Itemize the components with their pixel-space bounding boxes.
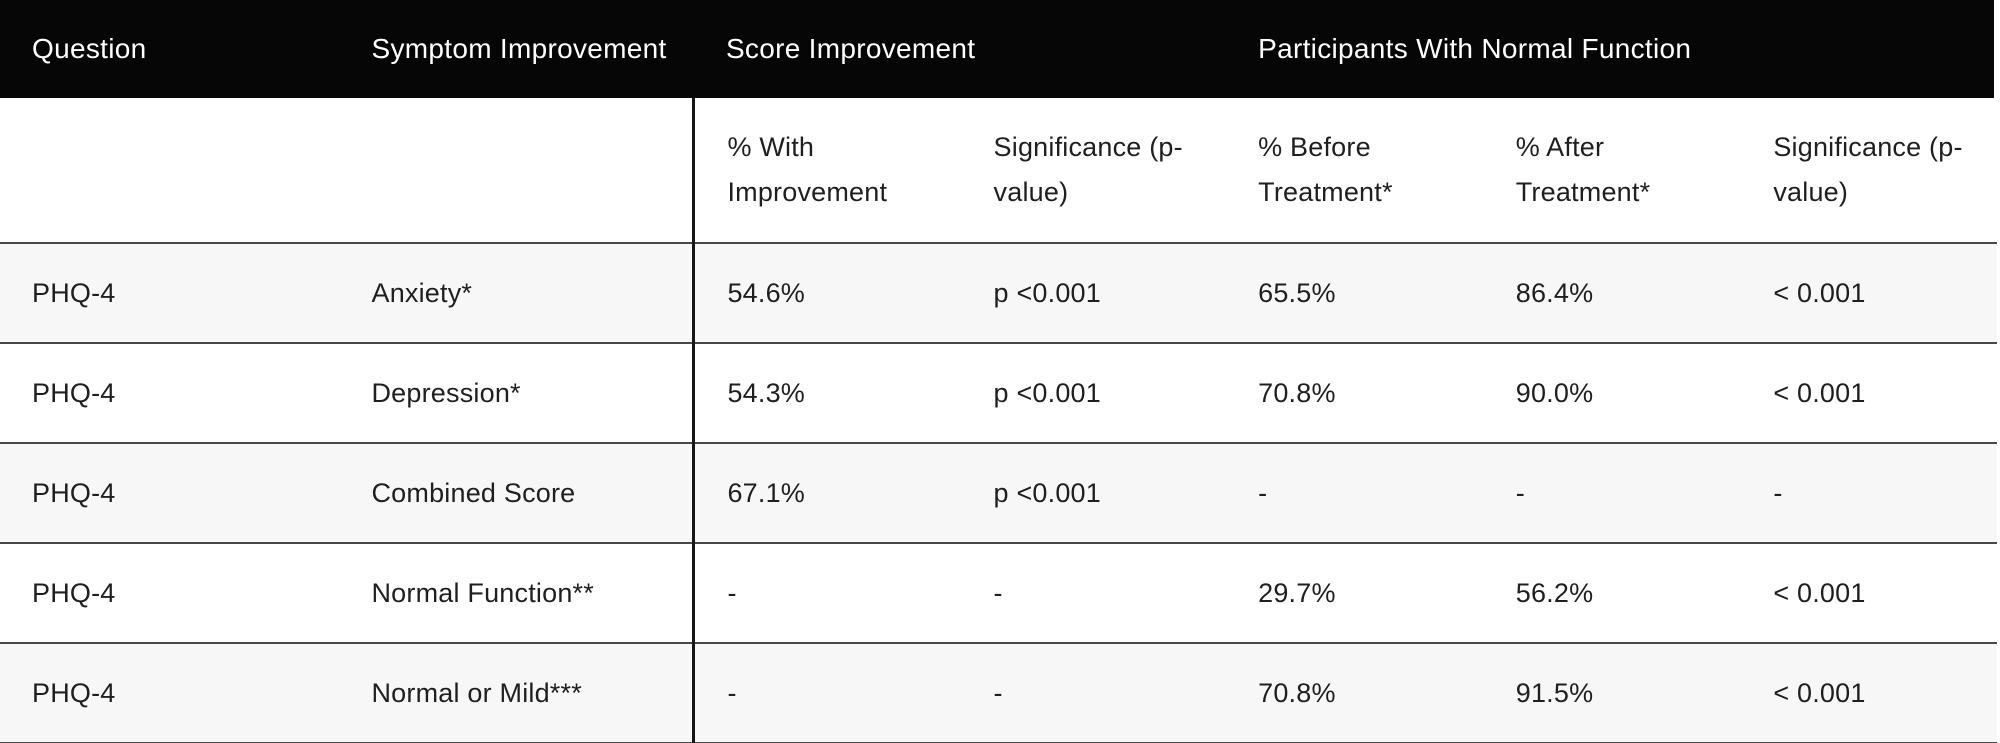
cell-pct-before: 70.8% bbox=[1226, 343, 1484, 444]
cell-pct-before: 29.7% bbox=[1226, 543, 1484, 644]
table-row: PHQ-4 Normal Function** - - 29.7% 56.2% … bbox=[0, 543, 1997, 644]
subheader-significance-p-value-2: Significance (p-value) bbox=[1741, 98, 1997, 244]
cell-question: PHQ-4 bbox=[0, 643, 340, 743]
cell-significance: p <0.001 bbox=[961, 243, 1227, 344]
cell-pct-before: 65.5% bbox=[1226, 243, 1484, 344]
cell-pct-after: 90.0% bbox=[1483, 343, 1742, 444]
subheader-pct-before-treatment: % Before Treatment* bbox=[1226, 98, 1484, 244]
cell-significance-2: < 0.001 bbox=[1741, 343, 1997, 444]
cell-significance: - bbox=[961, 543, 1227, 644]
subheader-significance-p-value: Significance (p-value) bbox=[961, 98, 1227, 244]
cell-pct-after: 86.4% bbox=[1483, 243, 1742, 344]
subheader-pct-with-improvement: % With Improvement bbox=[692, 98, 962, 244]
table-subheader-row: % With Improvement Significance (p-value… bbox=[0, 98, 1997, 244]
subheader-symptom-spacer bbox=[339, 98, 694, 244]
cell-significance: - bbox=[961, 643, 1227, 743]
cell-symptom: Depression* bbox=[339, 343, 694, 444]
cell-symptom: Anxiety* bbox=[339, 243, 694, 344]
cell-pct-with-improvement: - bbox=[692, 543, 962, 644]
column-group-question: Question bbox=[0, 0, 340, 98]
subheader-question-spacer bbox=[0, 98, 340, 244]
cell-pct-with-improvement: 67.1% bbox=[692, 443, 962, 544]
cell-question: PHQ-4 bbox=[0, 443, 340, 544]
table-row: PHQ-4 Normal or Mild*** - - 70.8% 91.5% … bbox=[0, 643, 1997, 743]
cell-symptom: Combined Score bbox=[339, 443, 694, 544]
cell-pct-after: 91.5% bbox=[1483, 643, 1742, 743]
table-row: PHQ-4 Combined Score 67.1% p <0.001 - - … bbox=[0, 443, 1997, 544]
cell-significance-2: < 0.001 bbox=[1741, 543, 1997, 644]
cell-question: PHQ-4 bbox=[0, 243, 340, 344]
cell-question: PHQ-4 bbox=[0, 543, 340, 644]
cell-pct-before: 70.8% bbox=[1226, 643, 1484, 743]
table-row: PHQ-4 Depression* 54.3% p <0.001 70.8% 9… bbox=[0, 343, 1997, 444]
cell-significance-2: < 0.001 bbox=[1741, 643, 1997, 743]
cell-symptom: Normal or Mild*** bbox=[339, 643, 694, 743]
cell-pct-with-improvement: 54.3% bbox=[692, 343, 962, 444]
column-group-score-improvement: Score Improvement bbox=[693, 0, 1227, 98]
subheader-pct-after-treatment: % After Treatment* bbox=[1483, 98, 1742, 244]
cell-pct-after: - bbox=[1483, 443, 1742, 544]
column-group-symptom-improvement: Symptom Improvement bbox=[339, 0, 694, 98]
cell-pct-with-improvement: 54.6% bbox=[692, 243, 962, 344]
cell-significance: p <0.001 bbox=[961, 443, 1227, 544]
table-row: PHQ-4 Anxiety* 54.6% p <0.001 65.5% 86.4… bbox=[0, 243, 1997, 344]
cell-pct-with-improvement: - bbox=[692, 643, 962, 743]
cell-significance: p <0.001 bbox=[961, 343, 1227, 444]
cell-symptom: Normal Function** bbox=[339, 543, 694, 644]
cell-question: PHQ-4 bbox=[0, 343, 340, 444]
table-header-band: Question Symptom Improvement Score Impro… bbox=[0, 0, 2000, 98]
cell-pct-before: - bbox=[1226, 443, 1484, 544]
cell-significance-2: < 0.001 bbox=[1741, 243, 1997, 344]
column-group-participants-normal-function: Participants With Normal Function bbox=[1226, 0, 2000, 98]
cell-significance-2: - bbox=[1741, 443, 1997, 544]
cell-pct-after: 56.2% bbox=[1483, 543, 1742, 644]
